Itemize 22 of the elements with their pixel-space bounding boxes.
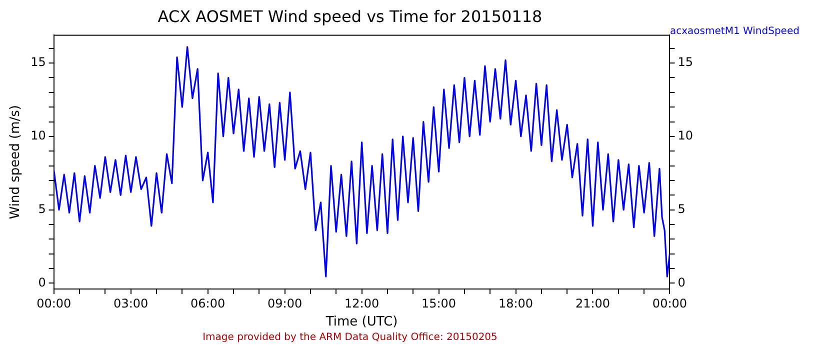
y-tick-label: 15 — [30, 55, 46, 70]
y-tick-label: 5 — [38, 202, 46, 216]
x-tick-label: 18:00 — [498, 296, 534, 310]
x-tick-label: 00:00 — [652, 296, 688, 310]
y-axis-title: Wind speed (m/s) — [8, 105, 24, 220]
x-tick-label: 03:00 — [114, 296, 148, 310]
y-tick-label: 10 — [30, 128, 46, 143]
x-tick-label: 06:00 — [190, 296, 226, 310]
text: acxaosmetM1 WindSpeed — [670, 26, 800, 37]
y2-tick-label: 5 — [678, 202, 686, 216]
y-tick-label: 0 — [38, 275, 46, 290]
text: Image provided by the ARM Data Quality Office: 20150205 — [202, 332, 498, 343]
x-tick-label: 09:00 — [268, 296, 302, 310]
x-tick-label: 21:00 — [575, 296, 610, 310]
y2-tick-label: 0 — [678, 275, 686, 290]
x-tick-label: 00:00 — [36, 296, 72, 310]
chart-title: ACX AOSMET Wind speed vs Time for 20150118 — [158, 6, 542, 26]
y2-tick-label: 10 — [678, 128, 694, 143]
x-tick-label: 15:00 — [421, 296, 456, 310]
x-axis-title: Time (UTC) — [324, 314, 398, 330]
y2-tick-label: 15 — [678, 55, 694, 70]
x-tick-label: 12:00 — [344, 296, 380, 310]
